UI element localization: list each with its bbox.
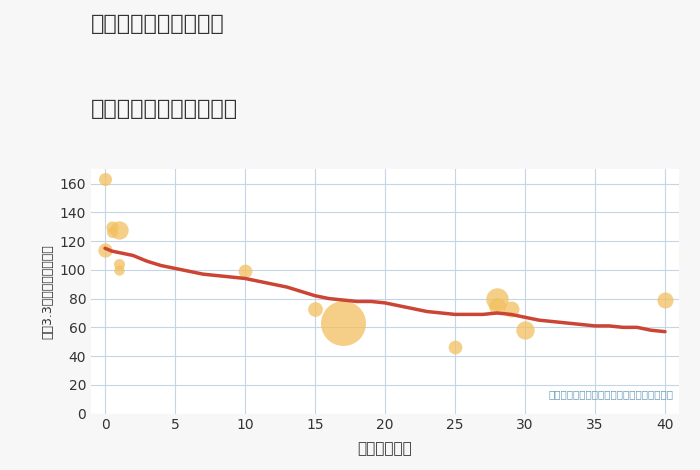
Point	[659, 296, 671, 304]
Point	[491, 302, 503, 310]
Point	[519, 327, 531, 334]
Point	[239, 267, 251, 275]
Y-axis label: 坪（3.3㎡）単価（万円）: 坪（3.3㎡）単価（万円）	[41, 244, 54, 339]
Point	[99, 175, 111, 183]
Text: 兵庫県尼崎市南清水の: 兵庫県尼崎市南清水の	[91, 14, 225, 34]
Point	[99, 246, 111, 253]
Point	[505, 305, 517, 313]
Point	[106, 229, 118, 236]
Point	[113, 266, 125, 274]
Point	[113, 226, 125, 233]
X-axis label: 築年数（年）: 築年数（年）	[358, 441, 412, 456]
Point	[106, 223, 118, 230]
Text: 円の大きさは、取引のあった物件面積を示す: 円の大きさは、取引のあった物件面積を示す	[548, 389, 673, 399]
Point	[491, 295, 503, 302]
Text: 築年数別中古戸建て価格: 築年数別中古戸建て価格	[91, 99, 238, 119]
Point	[309, 305, 321, 313]
Point	[337, 319, 349, 327]
Point	[113, 260, 125, 268]
Point	[449, 344, 461, 351]
